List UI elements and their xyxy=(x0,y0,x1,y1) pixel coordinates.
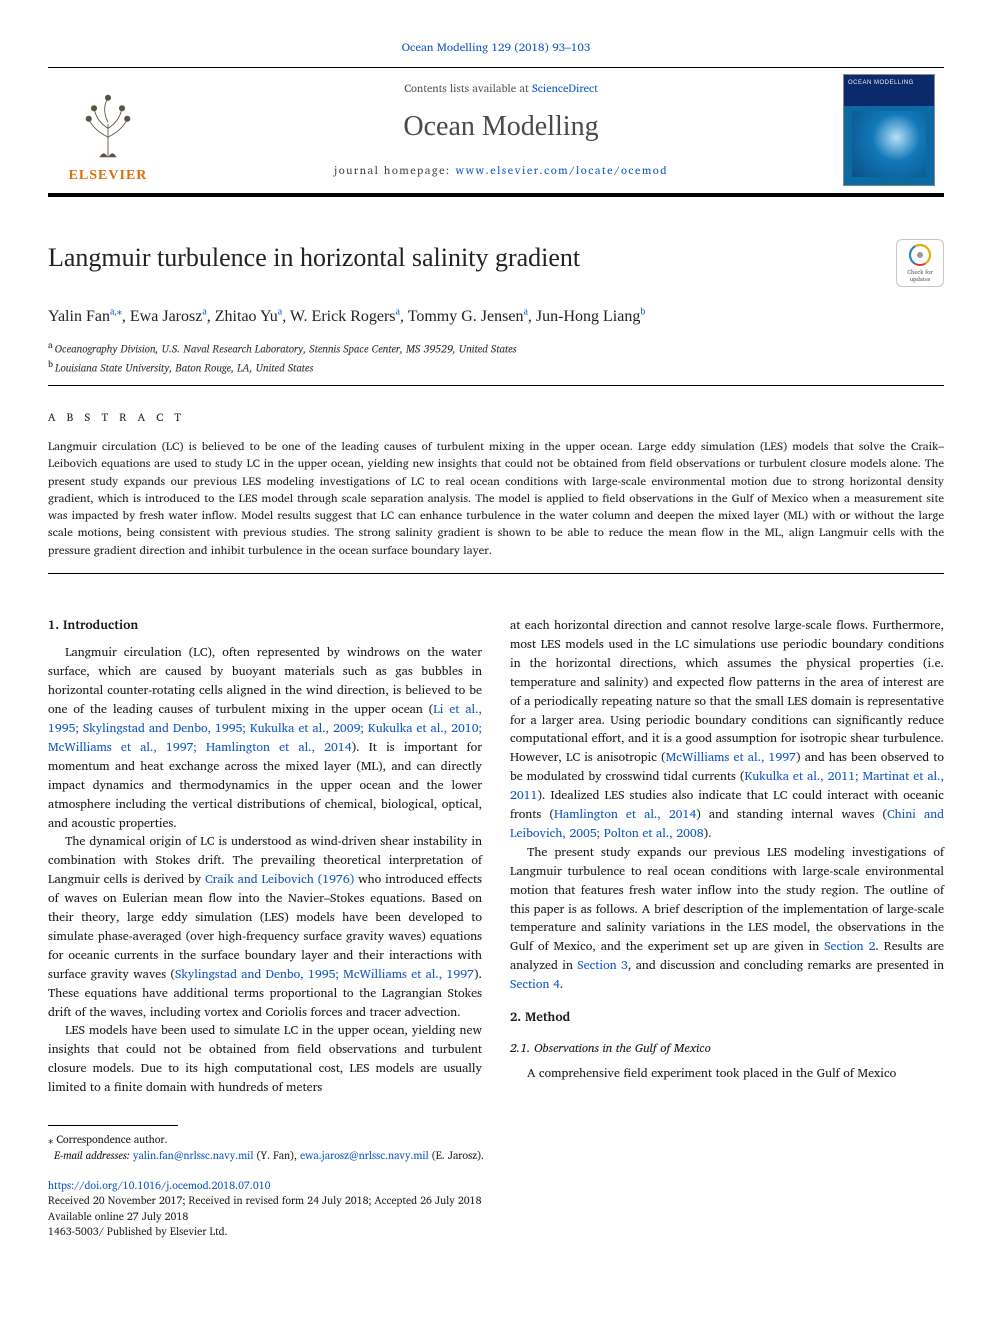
abstract-text: Langmuir circulation (LC) is believed to… xyxy=(48,438,944,559)
affiliation-a: aOceanography Division, U.S. Naval Resea… xyxy=(48,338,944,357)
text-run: . xyxy=(560,974,563,994)
author-1-affil[interactable]: a, xyxy=(110,306,117,317)
text-run: at each horizontal direction and cannot … xyxy=(510,615,944,767)
affiliation-b: bLouisiana State University, Baton Rouge… xyxy=(48,357,944,376)
cover-label: OCEAN MODELLING xyxy=(848,79,930,88)
paragraph: The present study expands our previous L… xyxy=(510,843,944,994)
author-2: Ewa Jarosz xyxy=(130,308,202,325)
paragraph: The dynamical origin of LC is understood… xyxy=(48,832,482,1021)
homepage-link[interactable]: www.elsevier.com/locate/ocemod xyxy=(455,161,668,179)
text-run: ). xyxy=(704,823,712,843)
text-run: LES models have been used to simulate LC… xyxy=(48,1020,482,1097)
homepage-prefix: journal homepage: xyxy=(334,161,455,179)
sciencedirect-link[interactable]: ScienceDirect xyxy=(532,79,598,97)
paragraph: A comprehensive field experiment took pl… xyxy=(510,1064,944,1083)
author-4: W. Erick Rogers xyxy=(290,308,396,325)
journal-ref-link[interactable]: Ocean Modelling 129 (2018) 93–103 xyxy=(402,38,591,57)
text-run: , and discussion and concluding remarks … xyxy=(628,955,944,975)
author-1: Yalin Fan xyxy=(48,308,110,325)
section-2-heading: 2. Method xyxy=(510,1008,944,1027)
email-label: E-mail addresses: xyxy=(54,1146,133,1164)
cover-art xyxy=(852,111,926,177)
header-center: Contents lists available at ScienceDirec… xyxy=(168,68,834,193)
sep: , xyxy=(528,308,536,325)
email-link-1[interactable]: yalin.fan@nrlssc.navy.mil xyxy=(133,1146,254,1164)
crossmark-icon xyxy=(908,243,932,267)
contents-available-line: Contents lists available at ScienceDirec… xyxy=(404,81,598,97)
paragraph: at each horizontal direction and cannot … xyxy=(510,616,944,843)
author-6-affil[interactable]: b xyxy=(640,306,645,317)
abstract-heading: A B S T R A C T xyxy=(48,410,944,426)
article-title: Langmuir turbulence in horizontal salini… xyxy=(48,239,880,277)
publisher-logo-block: ELSEVIER xyxy=(48,68,168,193)
elsevier-tree-icon xyxy=(68,84,148,164)
journal-name: Ocean Modelling xyxy=(403,107,598,148)
issn-copyright: 1463-5003/ Published by Elsevier Ltd. xyxy=(48,1224,944,1240)
affiliations: aOceanography Division, U.S. Naval Resea… xyxy=(48,338,944,375)
email-who-2: (E. Jarosz). xyxy=(429,1146,484,1164)
section-link[interactable]: Section 4 xyxy=(510,974,560,994)
journal-reference: Ocean Modelling 129 (2018) 93–103 xyxy=(48,40,944,57)
email-who-1: (Y. Fan), xyxy=(253,1146,300,1164)
title-row: Langmuir turbulence in horizontal salini… xyxy=(48,239,944,287)
sep: , xyxy=(122,308,130,325)
text-run: ) and standing internal waves ( xyxy=(696,804,887,824)
email-line: E-mail addresses: yalin.fan@nrlssc.navy.… xyxy=(48,1148,944,1164)
check-for-updates-badge[interactable]: Check for updates xyxy=(896,239,944,287)
affiliation-b-text: Louisiana State University, Baton Rouge,… xyxy=(55,358,313,376)
section-2-1-heading: 2.1. Observations in the Gulf of Mexico xyxy=(510,1039,944,1058)
email-link-2[interactable]: ewa.jarosz@nrlssc.navy.mil xyxy=(300,1146,429,1164)
journal-cover-thumbnail: OCEAN MODELLING xyxy=(843,74,935,186)
text-run: A comprehensive field experiment took pl… xyxy=(527,1063,896,1083)
author-list: Yalin Fana,⁎, Ewa Jarosza, Zhitao Yua, W… xyxy=(48,305,944,328)
publisher-name: ELSEVIER xyxy=(69,166,148,186)
sep: , xyxy=(282,308,290,325)
rule-above-abstract xyxy=(48,385,944,386)
footnote-separator xyxy=(48,1125,178,1126)
author-5: Tommy G. Jensen xyxy=(408,308,524,325)
check-updates-line2: updates xyxy=(910,276,931,283)
citation-link[interactable]: McWilliams et al., 1997 xyxy=(666,747,796,767)
author-3: Zhitao Yu xyxy=(215,308,278,325)
paragraph: Langmuir circulation (LC), often represe… xyxy=(48,643,482,832)
author-6: Jun-Hong Liang xyxy=(536,308,640,325)
citation-link[interactable]: Skylingstad and Denbo, 1995; McWilliams … xyxy=(175,964,474,984)
journal-header-band: ELSEVIER Contents lists available at Sci… xyxy=(48,67,944,197)
footnotes: ⁎ Correspondence author. E-mail addresse… xyxy=(48,1132,944,1164)
section-1-heading: 1. Introduction xyxy=(48,616,482,635)
citation-link[interactable]: Hamlington et al., 2014 xyxy=(554,804,696,824)
paragraph: LES models have been used to simulate LC… xyxy=(48,1021,482,1097)
section-link[interactable]: Section 3 xyxy=(577,955,628,975)
article-body: 1. Introduction Langmuir circulation (LC… xyxy=(48,616,944,1097)
rule-below-abstract xyxy=(48,573,944,574)
cover-thumb-block: OCEAN MODELLING xyxy=(834,68,944,193)
sep: , xyxy=(400,308,408,325)
affiliation-a-text: Oceanography Division, U.S. Naval Resear… xyxy=(55,339,517,357)
text-run: Langmuir circulation (LC), often represe… xyxy=(48,642,482,719)
section-link[interactable]: Section 2 xyxy=(824,936,875,956)
journal-homepage-line: journal homepage: www.elsevier.com/locat… xyxy=(334,163,668,179)
sep: , xyxy=(207,308,215,325)
citation-link[interactable]: Craik and Leibovich (1976) xyxy=(205,869,354,889)
contents-prefix: Contents lists available at xyxy=(404,79,532,97)
